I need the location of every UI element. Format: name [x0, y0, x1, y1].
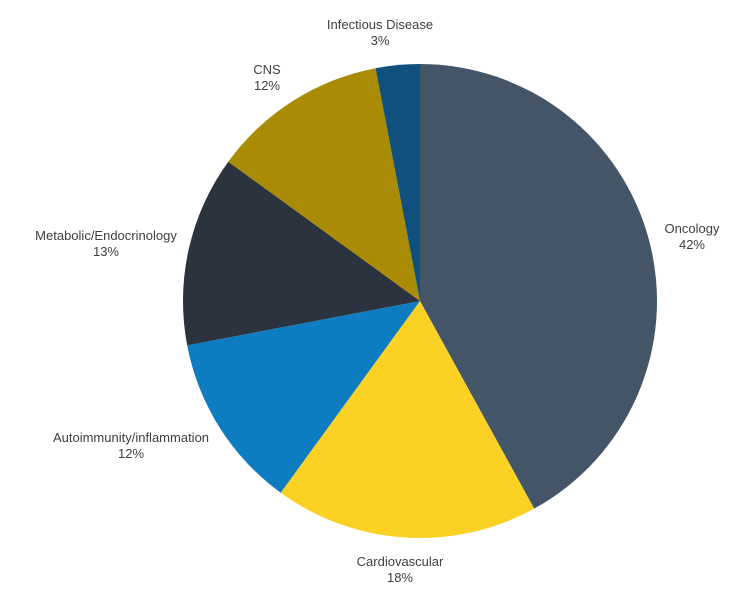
- slice-percent-text: 12%: [253, 78, 281, 93]
- slice-label-infectious-disease: Infectious Disease 3%: [327, 17, 433, 49]
- slice-percent-text: 18%: [386, 570, 414, 585]
- slice-percent-text: 13%: [92, 244, 120, 259]
- pie-slice-infectious-disease: [375, 64, 420, 301]
- pie-slice-oncology: [420, 64, 657, 509]
- slice-percent-text: 3%: [370, 33, 390, 48]
- slice-label-text: Oncology: [664, 221, 720, 236]
- slice-label-text: CNS: [253, 62, 281, 77]
- slice-label-text: Infectious Disease: [326, 17, 434, 32]
- pie-slice-cns: [228, 68, 420, 301]
- slice-label-text: Metabolic/Endocrinology: [35, 228, 177, 243]
- slice-percent-text: 42%: [678, 237, 706, 252]
- slice-label-text: Cardiovascular: [356, 554, 444, 569]
- slice-label-text: Autoimmunity/inflammation: [52, 430, 210, 445]
- slice-label-oncology: Oncology 42%: [665, 221, 720, 253]
- pie-slice-cardiovascular: [280, 301, 535, 539]
- slice-label-cns: CNS 12%: [253, 62, 280, 94]
- slice-percent-text: 12%: [117, 446, 145, 461]
- pie-slice-metabolic-endocrinology: [183, 161, 420, 346]
- slice-label-cardiovascular: Cardiovascular 18%: [357, 554, 444, 586]
- pie-slice-autoimmunity-inflammation: [187, 301, 420, 493]
- slice-label-autoimmunity-inflammation: Autoimmunity/inflammation 12%: [53, 430, 209, 462]
- slice-label-metabolic-endocrinology: Metabolic/Endocrinology 13%: [35, 228, 177, 260]
